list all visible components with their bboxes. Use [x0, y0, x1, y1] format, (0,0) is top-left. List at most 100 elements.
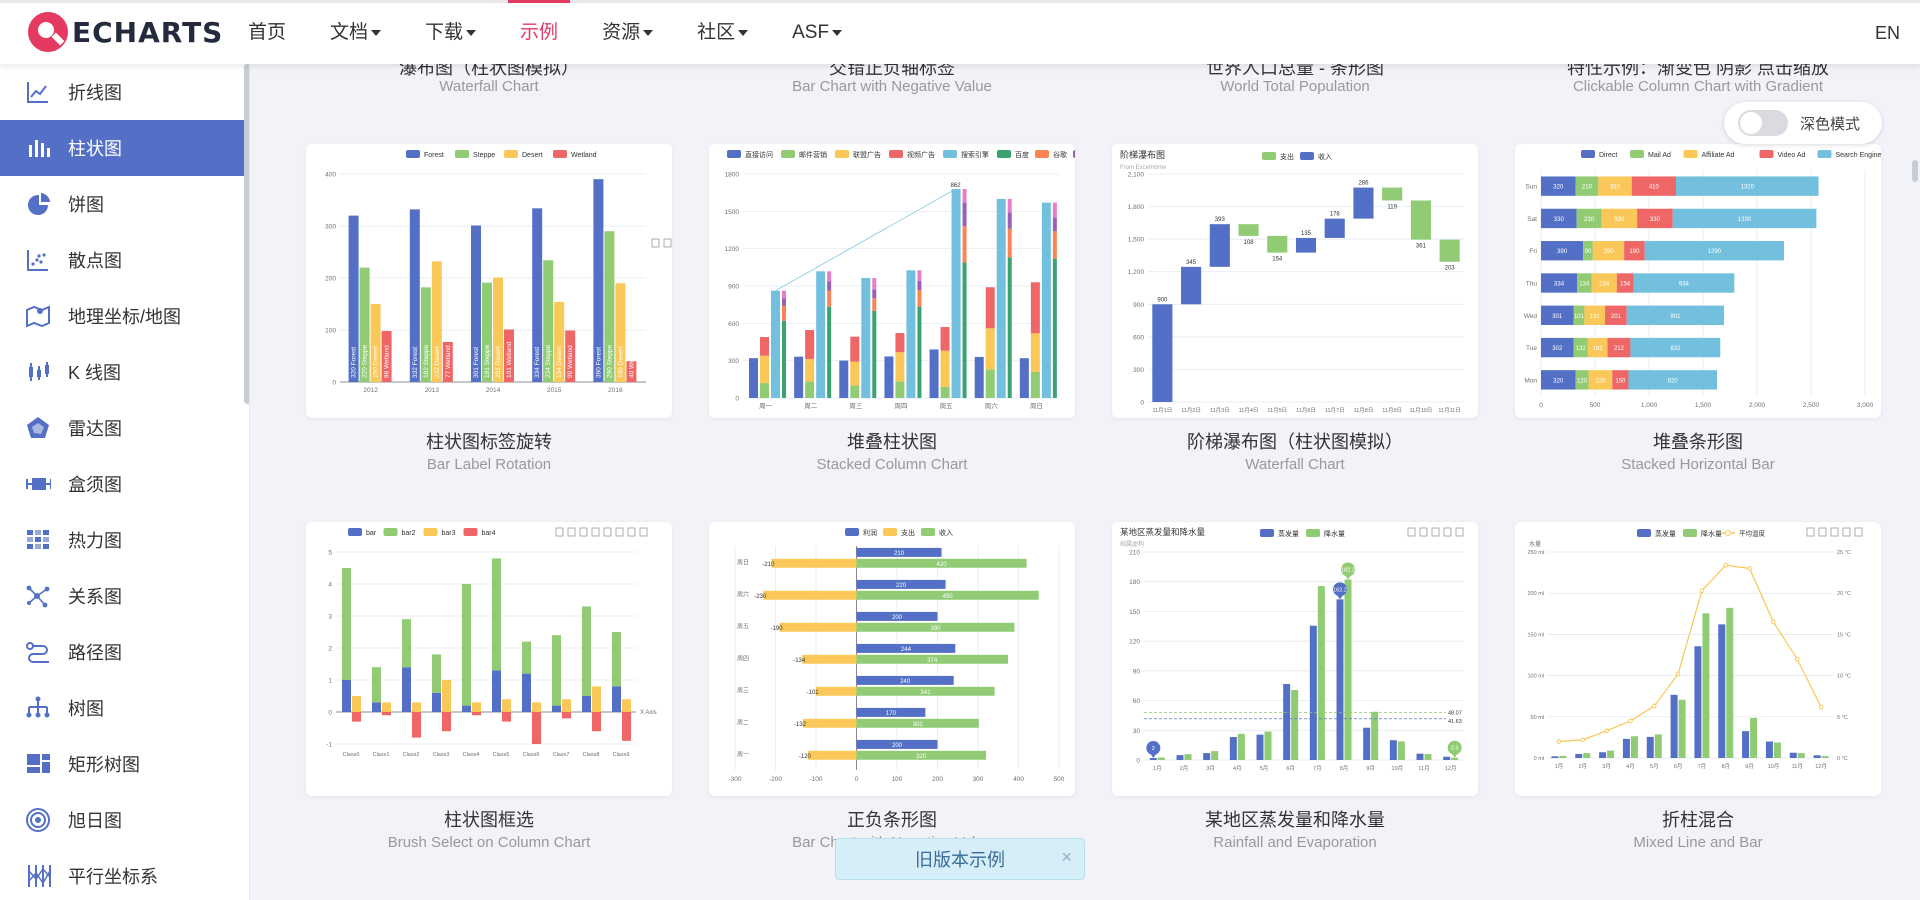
bar[interactable] — [402, 619, 411, 668]
bar[interactable] — [471, 225, 481, 382]
close-icon[interactable]: × — [1061, 847, 1072, 867]
bar[interactable] — [1584, 305, 1606, 325]
bar[interactable] — [431, 261, 442, 382]
bar[interactable] — [1678, 699, 1686, 758]
sidebar-item-14[interactable]: 平行坐标系 — [0, 848, 249, 900]
line-point[interactable] — [1675, 671, 1681, 677]
legend-swatch[interactable] — [1262, 152, 1276, 160]
bar[interactable] — [432, 692, 441, 712]
sidebar-item-4[interactable]: 地理坐标/地图 — [0, 288, 249, 344]
toolbox-icon[interactable] — [1830, 527, 1839, 537]
legend-swatch[interactable] — [1035, 150, 1049, 158]
line-point[interactable] — [1580, 737, 1586, 743]
bar[interactable] — [1742, 731, 1750, 758]
bar[interactable] — [1541, 176, 1576, 196]
sidebar-item-10[interactable]: 路径图 — [0, 624, 249, 680]
prev-example-title[interactable]: 特性示例：渐变色 阴影 点击缩放 — [1566, 64, 1829, 78]
legend-swatch[interactable] — [845, 528, 859, 536]
bar[interactable] — [985, 369, 995, 398]
bar[interactable] — [850, 361, 860, 386]
bar[interactable] — [502, 712, 511, 722]
sidebar-item-13[interactable]: 旭日图 — [0, 792, 249, 848]
bar[interactable] — [940, 386, 950, 398]
example-card[interactable]: bar bar2 bar3 bar4 -1 0 1 2 3 4 5 Class0 Class1 Class… — [306, 522, 672, 796]
bar[interactable] — [1152, 304, 1173, 402]
bar[interactable] — [962, 202, 967, 227]
bar[interactable] — [850, 385, 860, 398]
bar[interactable] — [1573, 305, 1585, 325]
bar[interactable] — [492, 558, 501, 671]
bar[interactable] — [472, 702, 481, 712]
bar[interactable] — [917, 280, 922, 290]
bar[interactable] — [856, 579, 946, 589]
sidebar-item-11[interactable]: 树图 — [0, 680, 249, 736]
bar[interactable] — [1598, 176, 1632, 196]
bar[interactable] — [895, 352, 905, 382]
bar[interactable] — [782, 290, 786, 299]
legend-swatch[interactable] — [383, 528, 398, 536]
bar[interactable] — [1718, 624, 1726, 758]
toolbox-icon[interactable] — [1806, 527, 1815, 537]
toggle-track[interactable] — [1738, 110, 1788, 136]
bar[interactable] — [985, 287, 995, 329]
sidebar-item-9[interactable]: 关系图 — [0, 568, 249, 624]
nav-item-5[interactable]: 社区 — [675, 0, 770, 64]
legend-swatch[interactable] — [1630, 150, 1644, 158]
bar[interactable] — [895, 381, 905, 398]
toolbox-icon[interactable] — [615, 527, 624, 537]
sidebar-item-7[interactable]: 盒须图 — [0, 456, 249, 512]
toolbox-icon[interactable] — [1842, 527, 1851, 537]
toolbox-icon[interactable] — [1419, 527, 1428, 537]
bar[interactable] — [1592, 241, 1625, 261]
bar[interactable] — [592, 712, 601, 732]
line-series[interactable] — [1558, 564, 1822, 743]
bar[interactable] — [522, 673, 531, 712]
legend-swatch[interactable] — [348, 528, 362, 536]
bar[interactable] — [771, 290, 780, 398]
sidebar-item-8[interactable]: 热力图 — [0, 512, 249, 568]
toolbox-icon[interactable] — [663, 238, 672, 248]
line-point[interactable] — [1651, 703, 1657, 709]
bar[interactable] — [1575, 753, 1583, 758]
bar[interactable] — [763, 590, 857, 600]
bar[interactable] — [1583, 241, 1593, 261]
legend-swatch[interactable] — [463, 528, 478, 536]
bar[interactable] — [409, 209, 420, 382]
bar[interactable] — [962, 226, 967, 263]
bar[interactable] — [1821, 756, 1829, 758]
bar[interactable] — [1041, 202, 1051, 398]
toolbox-icon[interactable] — [1854, 527, 1863, 537]
old-version-banner[interactable]: 旧版本示例 × — [835, 838, 1085, 880]
bar[interactable] — [382, 702, 391, 712]
example-thumbnail[interactable]: 直接访问邮件营销联盟广告视频广告搜索引擎百度谷歌必应其他030060090012… — [709, 144, 1075, 418]
line-point[interactable] — [1771, 619, 1776, 625]
bar[interactable] — [807, 750, 857, 760]
markpoint-pin[interactable] — [1333, 582, 1347, 597]
toolbox-icon[interactable] — [1431, 527, 1440, 537]
bar[interactable] — [1309, 625, 1317, 760]
bar[interactable] — [805, 381, 815, 398]
bar[interactable] — [760, 337, 769, 356]
bar[interactable] — [856, 707, 926, 717]
bar[interactable] — [1644, 241, 1784, 261]
bar[interactable] — [1631, 176, 1676, 196]
bar[interactable] — [1389, 740, 1397, 760]
toolbox-icon[interactable] — [555, 527, 564, 537]
bar[interactable] — [856, 718, 979, 728]
example-thumbnail[interactable]: 利润 支出 收入 -300 -200 -100 0 100 200 300 400 500 200 -12… — [709, 522, 1075, 796]
bar[interactable] — [352, 696, 361, 712]
bar[interactable] — [1410, 200, 1431, 240]
bar[interactable] — [1030, 333, 1040, 372]
bar[interactable] — [1007, 228, 1012, 258]
example-title[interactable]: 折柱混合 — [1662, 810, 1734, 830]
bar[interactable] — [372, 667, 381, 703]
markpoint-pin[interactable] — [1447, 740, 1462, 755]
bar[interactable] — [917, 289, 922, 307]
bar[interactable] — [827, 281, 832, 291]
example-card[interactable]: 直接访问邮件营销联盟广告视频广告搜索引擎百度谷歌必应其他030060090012… — [709, 144, 1075, 418]
legend-swatch[interactable] — [727, 150, 741, 158]
bar[interactable] — [856, 750, 987, 760]
bar[interactable] — [370, 304, 381, 382]
bar[interactable] — [1573, 337, 1588, 358]
toolbox-icon[interactable] — [639, 527, 648, 537]
